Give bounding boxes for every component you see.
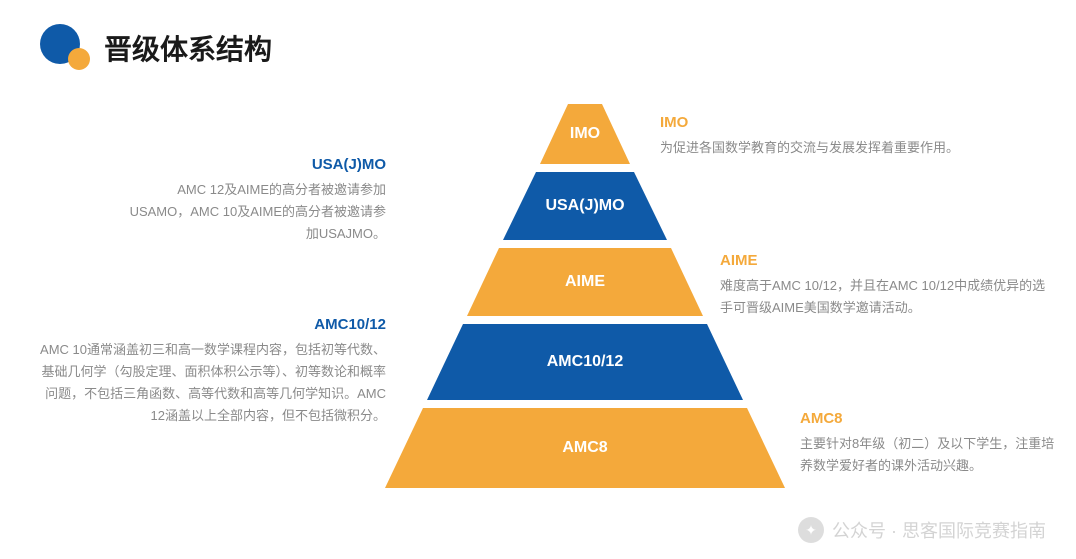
- pyramid-tier-amc1012: AMC10/12: [427, 324, 743, 400]
- watermark: ✦ 公众号 · 思客国际竞赛指南: [798, 517, 1046, 543]
- pyramid-tier-aime: AIME: [467, 248, 703, 316]
- annotation-desc: 主要针对8年级（初二）及以下学生，注重培养数学爱好者的课外活动兴趣。: [800, 433, 1060, 477]
- annotation-title: IMO: [660, 114, 1020, 131]
- pyramid-tier-amc8: AMC8: [385, 408, 785, 488]
- tier-label: AIME: [565, 273, 605, 291]
- tier-label: USA(J)MO: [545, 197, 624, 215]
- logo-circle-small: [68, 48, 90, 70]
- tier-label: AMC10/12: [547, 353, 623, 371]
- pyramid-diagram: IMO USA(J)MO AIME AMC10/12 AMC8: [395, 104, 775, 524]
- annotation-desc: AMC 10通常涵盖初三和高一数学课程内容，包括初等代数、基础几何学（勾股定理、…: [36, 339, 386, 427]
- annotation-desc: AMC 12及AIME的高分者被邀请参加USAMO，AMC 10及AIME的高分…: [126, 179, 386, 245]
- page-title: 晋级体系结构: [104, 28, 272, 68]
- header: 晋级体系结构: [40, 24, 272, 72]
- annotation-title: AIME: [720, 252, 1050, 269]
- pyramid-tier-usajmo: USA(J)MO: [503, 172, 667, 240]
- annotation-imo: IMO 为促进各国数学教育的交流与发展发挥着重要作用。: [660, 114, 1020, 159]
- annotation-aime: AIME 难度高于AMC 10/12，并且在AMC 10/12中成绩优异的选手可晋…: [720, 252, 1050, 319]
- pyramid-tier-imo: IMO: [540, 104, 630, 164]
- annotation-title: AMC10/12: [36, 316, 386, 333]
- annotation-title: AMC8: [800, 410, 1060, 427]
- annotation-amc8: AMC8 主要针对8年级（初二）及以下学生，注重培养数学爱好者的课外活动兴趣。: [800, 410, 1060, 477]
- annotation-desc: 为促进各国数学教育的交流与发展发挥着重要作用。: [660, 137, 1020, 159]
- wechat-icon: ✦: [798, 517, 824, 543]
- annotation-title: USA(J)MO: [126, 156, 386, 173]
- annotation-amc1012: AMC10/12 AMC 10通常涵盖初三和高一数学课程内容，包括初等代数、基础几…: [36, 316, 386, 427]
- annotation-desc: 难度高于AMC 10/12，并且在AMC 10/12中成绩优异的选手可晋级AIM…: [720, 275, 1050, 319]
- logo-icon: [40, 24, 88, 72]
- watermark-text: 公众号 · 思客国际竞赛指南: [832, 517, 1046, 543]
- tier-label: AMC8: [562, 439, 607, 457]
- annotation-usajmo: USA(J)MO AMC 12及AIME的高分者被邀请参加USAMO，AMC 10…: [126, 156, 386, 245]
- tier-label: IMO: [570, 125, 600, 143]
